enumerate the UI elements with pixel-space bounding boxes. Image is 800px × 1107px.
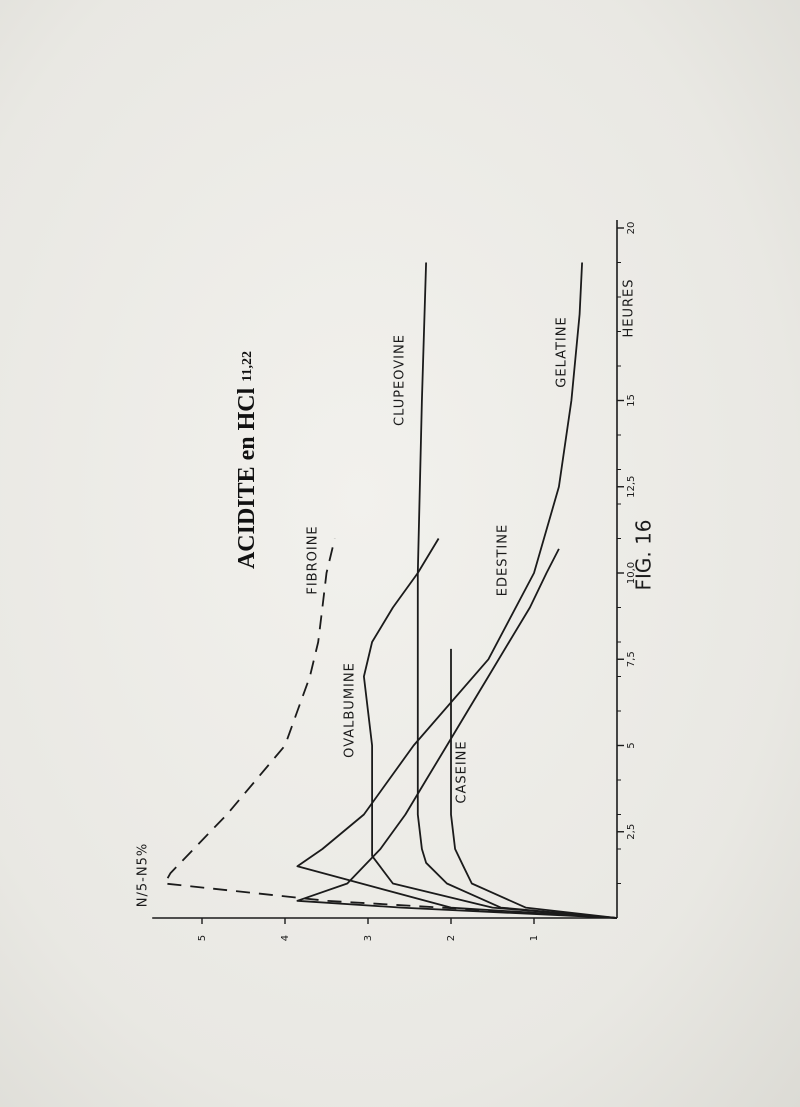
x-tick-label: 10,0	[626, 562, 637, 584]
y-axis-label: N/5-N5%	[136, 843, 151, 907]
series-label-caseine: CASEINE	[455, 740, 470, 803]
series-line-edestine	[296, 548, 618, 919]
y-tick-label: 2	[446, 935, 457, 941]
series-label-ovalbumine: OVALBUMINE	[343, 662, 358, 758]
series-line-clupeovine	[416, 262, 618, 919]
series-label-edestine: EDESTINE	[496, 524, 511, 596]
x-tick-label: 2,5	[626, 824, 637, 840]
y-tick-label: 4	[280, 935, 291, 941]
x-tick-label: 12,5	[626, 476, 637, 498]
x-tick-label: 5	[626, 742, 637, 748]
series-line-gelatine	[296, 262, 618, 919]
x-tick-label: 20	[626, 222, 637, 235]
y-tick-label: 1	[529, 935, 540, 941]
figure-label: FIG. 16	[632, 519, 656, 590]
y-tick-label: 5	[197, 935, 208, 941]
series-line-caseine	[450, 648, 618, 919]
series-label-gelatine: GELATINE	[555, 316, 570, 387]
series-label-clupeovine: CLUPEOVINE	[393, 334, 408, 426]
series-label-fibroine: FIBROINE	[306, 525, 321, 594]
x-tick-label: 15	[626, 394, 637, 407]
x-axis-label: HEURES	[622, 278, 637, 337]
series-line-fibroine	[163, 538, 618, 919]
series-line-ovalbumine	[362, 538, 618, 919]
x-tick-label: 7,5	[626, 651, 637, 667]
chart-title: ACIDITE en HCl 11,22	[234, 351, 260, 569]
y-tick-label: 3	[363, 935, 374, 941]
